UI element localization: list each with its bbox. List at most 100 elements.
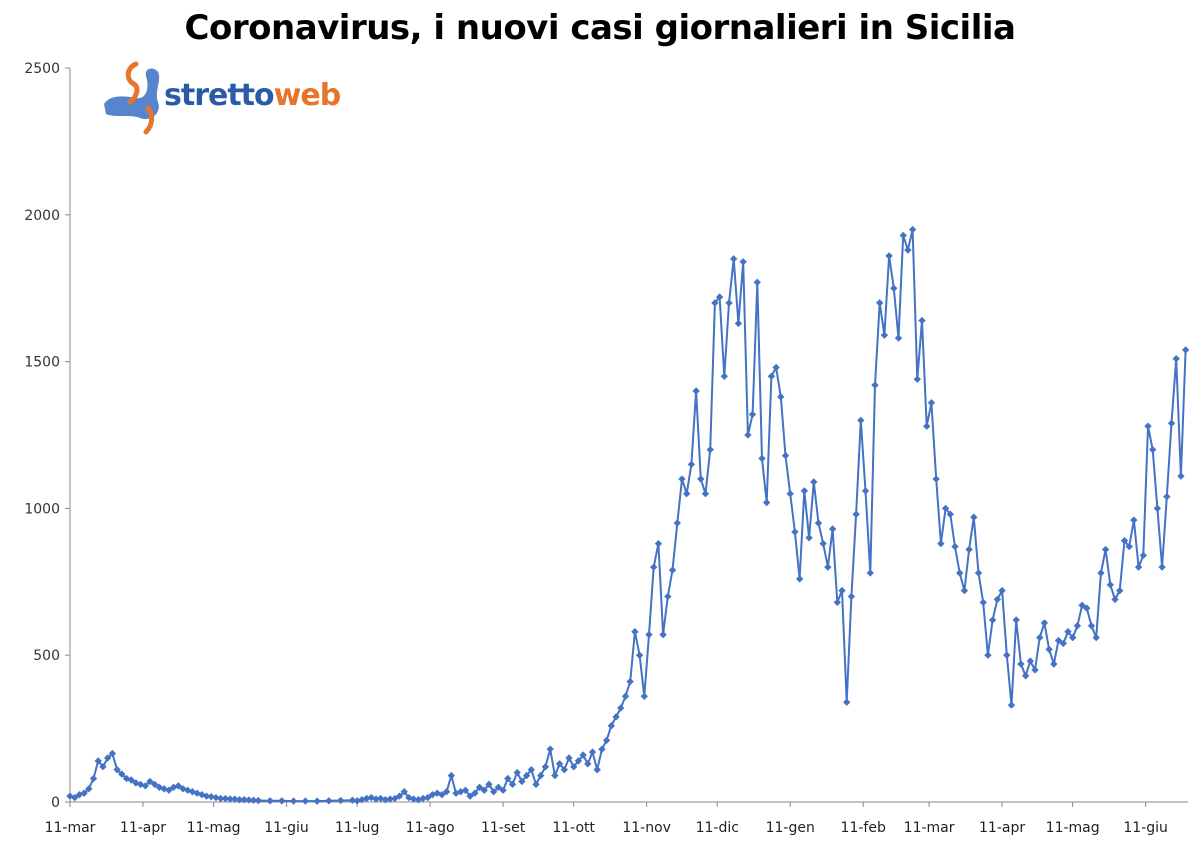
- data-point: [946, 510, 954, 518]
- data-point: [673, 519, 681, 527]
- data-point: [513, 768, 521, 777]
- data-point: [146, 777, 154, 786]
- data-point: [1163, 493, 1171, 501]
- data-point: [607, 722, 616, 730]
- data-point: [805, 534, 813, 542]
- data-point: [965, 545, 973, 554]
- data-point: [1149, 446, 1157, 454]
- data-point: [1059, 639, 1067, 648]
- data-point: [951, 542, 959, 551]
- strettoweb-logo: strettoweb: [96, 58, 356, 138]
- data-point: [631, 628, 639, 636]
- data-point: [541, 763, 550, 771]
- y-tick-label: 0: [51, 795, 60, 811]
- logo-text: strettoweb: [164, 78, 342, 113]
- data-point: [974, 569, 983, 577]
- x-tick-label: 11-mag: [187, 820, 241, 836]
- data-point: [772, 363, 780, 372]
- data-point: [461, 786, 470, 794]
- data-point: [626, 677, 634, 686]
- x-tick-label: 11-apr: [979, 820, 1025, 836]
- data-point: [748, 410, 757, 419]
- data-point: [85, 785, 93, 793]
- data-point: [847, 592, 856, 601]
- data-point: [645, 630, 653, 639]
- data-point: [598, 745, 606, 753]
- data-point: [532, 780, 540, 789]
- data-point: [904, 246, 912, 254]
- data-point: [438, 790, 446, 799]
- data-point: [932, 475, 940, 483]
- data-point: [1106, 581, 1114, 589]
- data-point: [574, 757, 583, 765]
- data-point: [202, 792, 211, 800]
- data-point: [819, 539, 827, 548]
- data-point: [612, 713, 620, 721]
- data-point: [828, 525, 837, 533]
- data-point: [890, 284, 898, 292]
- x-tick-label: 11-dic: [696, 820, 739, 836]
- data-point: [1134, 563, 1143, 571]
- data-point: [899, 231, 907, 240]
- logo-text-web: web: [273, 78, 342, 113]
- data-point: [551, 771, 559, 780]
- data-point: [843, 698, 851, 706]
- data-point: [617, 704, 625, 712]
- data-point: [494, 783, 503, 791]
- data-point: [1050, 660, 1058, 668]
- data-point: [1045, 645, 1053, 654]
- data-point: [744, 431, 752, 439]
- data-point: [866, 569, 874, 577]
- x-tick-label: 11-nov: [622, 820, 671, 836]
- x-tick-label: 11-feb: [841, 820, 886, 836]
- x-tick-label: 11-mag: [1046, 820, 1100, 836]
- x-tick-label: 11-ago: [406, 820, 455, 836]
- data-point: [593, 766, 601, 774]
- data-point: [734, 319, 743, 328]
- data-point: [1087, 622, 1096, 630]
- x-tick-label: 11-mar: [904, 820, 955, 836]
- data-point: [861, 487, 870, 495]
- data-point: [475, 783, 484, 792]
- data-point: [668, 566, 677, 574]
- data-point: [1144, 422, 1152, 430]
- series-line: [69, 228, 1187, 803]
- data-point: [1116, 586, 1124, 595]
- data-point: [739, 258, 747, 266]
- data-point: [1130, 516, 1138, 524]
- x-tick-label: 11-mar: [45, 820, 96, 836]
- data-point: [984, 651, 992, 659]
- data-point: [1177, 472, 1185, 480]
- data-point: [216, 794, 225, 803]
- data-point: [424, 793, 432, 802]
- data-point: [1158, 563, 1166, 571]
- data-point: [758, 454, 766, 463]
- data-point: [372, 795, 380, 803]
- x-tick-label: 11-giu: [1123, 820, 1168, 836]
- data-point: [913, 375, 921, 383]
- data-point: [602, 736, 611, 745]
- data-point: [664, 592, 672, 601]
- data-point: [1125, 542, 1133, 551]
- data-point: [852, 510, 860, 518]
- x-axis-ticks: 11-mar 11-apr 11-mag 11-giu 11-lug 11-ago 11-s…: [45, 802, 1168, 836]
- data-point: [1012, 616, 1020, 624]
- data-point: [489, 788, 498, 796]
- data-point: [1036, 633, 1044, 642]
- data-point: [654, 539, 663, 548]
- data-point: [565, 754, 573, 762]
- data-point: [1040, 619, 1049, 627]
- data-point: [880, 331, 889, 339]
- data-point: [301, 797, 310, 805]
- data-point: [504, 774, 512, 783]
- data-point: [894, 334, 903, 342]
- data-point: [814, 519, 823, 527]
- data-point: [781, 451, 790, 460]
- data-point: [687, 460, 696, 469]
- data-point: [697, 475, 705, 483]
- data-point: [1083, 604, 1091, 612]
- data-point: [635, 651, 644, 659]
- data-point: [1139, 551, 1147, 560]
- data-point: [650, 563, 658, 571]
